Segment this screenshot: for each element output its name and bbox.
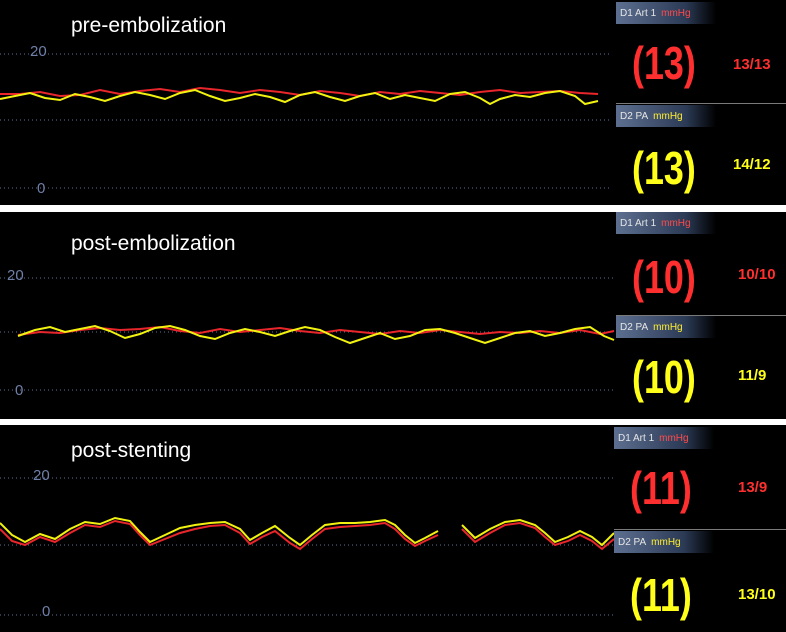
channel-divider [616, 103, 786, 104]
panel-caption: post-stenting [71, 439, 192, 462]
art-channel-header: D1 Art 1 mmHg [616, 212, 716, 234]
monitor-panel-post-stenting: post-stenting 20 0 D1 Art 1 mmHg (11) 13… [0, 425, 786, 632]
art-mean-value: (11) [630, 462, 692, 514]
pa-channel-label: D2 PA [618, 536, 647, 548]
pa-channel-unit: mmHg [653, 110, 683, 122]
y-tick-high: 20 [7, 267, 24, 284]
waveform-chart [0, 277, 615, 391]
art-systolic-diastolic: 13/9 [738, 479, 768, 496]
monitor-panel-pre-embolization: pre-embolization 20 0 D1 Art 1 mmHg (13)… [0, 0, 786, 205]
pa-channel-header: D2 PA mmHg [616, 105, 716, 127]
pa-channel-label: D2 PA [620, 110, 649, 122]
art-channel-header: D1 Art 1 mmHg [616, 2, 716, 24]
channel-divider [614, 529, 786, 530]
pa-pressure-waveform [0, 516, 615, 547]
pa-pressure-waveform [17, 324, 615, 345]
pa-systolic-diastolic: 14/12 [733, 156, 771, 173]
pa-channel-unit: mmHg [651, 536, 681, 548]
art-systolic-diastolic: 10/10 [738, 266, 776, 283]
art-pressure-waveform [0, 519, 615, 551]
y-tick-low: 0 [37, 180, 46, 197]
art-mean-value: (10) [632, 251, 696, 303]
y-tick-high: 20 [33, 467, 50, 484]
art-systolic-diastolic: 13/13 [733, 56, 771, 73]
panel-caption: post-embolization [71, 232, 236, 255]
pa-mean-value: (11) [630, 569, 692, 621]
art-channel-label: D1 Art 1 [620, 7, 657, 19]
y-tick-low: 0 [42, 603, 51, 620]
y-tick-high: 20 [30, 43, 47, 60]
art-channel-label: D1 Art 1 [620, 217, 657, 229]
pa-channel-header: D2 PA mmHg [614, 531, 714, 553]
monitor-panel-post-embolization: post-embolization 20 0 D1 Art 1 mmHg (10… [0, 212, 786, 419]
panel-caption: pre-embolization [71, 14, 227, 37]
pa-channel-unit: mmHg [653, 321, 683, 333]
art-channel-label: D1 Art 1 [618, 432, 655, 444]
art-mean-value: (13) [632, 37, 696, 89]
art-channel-header: D1 Art 1 mmHg [614, 427, 714, 449]
channel-divider [616, 315, 786, 316]
pa-systolic-diastolic: 13/10 [738, 586, 776, 603]
waveform-chart [0, 477, 615, 616]
pa-pressure-waveform [0, 88, 599, 106]
art-channel-unit: mmHg [661, 217, 691, 229]
pa-mean-value: (10) [632, 351, 696, 403]
art-channel-unit: mmHg [659, 432, 689, 444]
pa-channel-label: D2 PA [620, 321, 649, 333]
pa-mean-value: (13) [632, 142, 696, 194]
pa-channel-header: D2 PA mmHg [616, 316, 716, 338]
y-tick-low: 0 [15, 382, 24, 399]
waveform-chart [0, 53, 610, 189]
art-channel-unit: mmHg [661, 7, 691, 19]
pa-systolic-diastolic: 11/9 [738, 367, 767, 384]
